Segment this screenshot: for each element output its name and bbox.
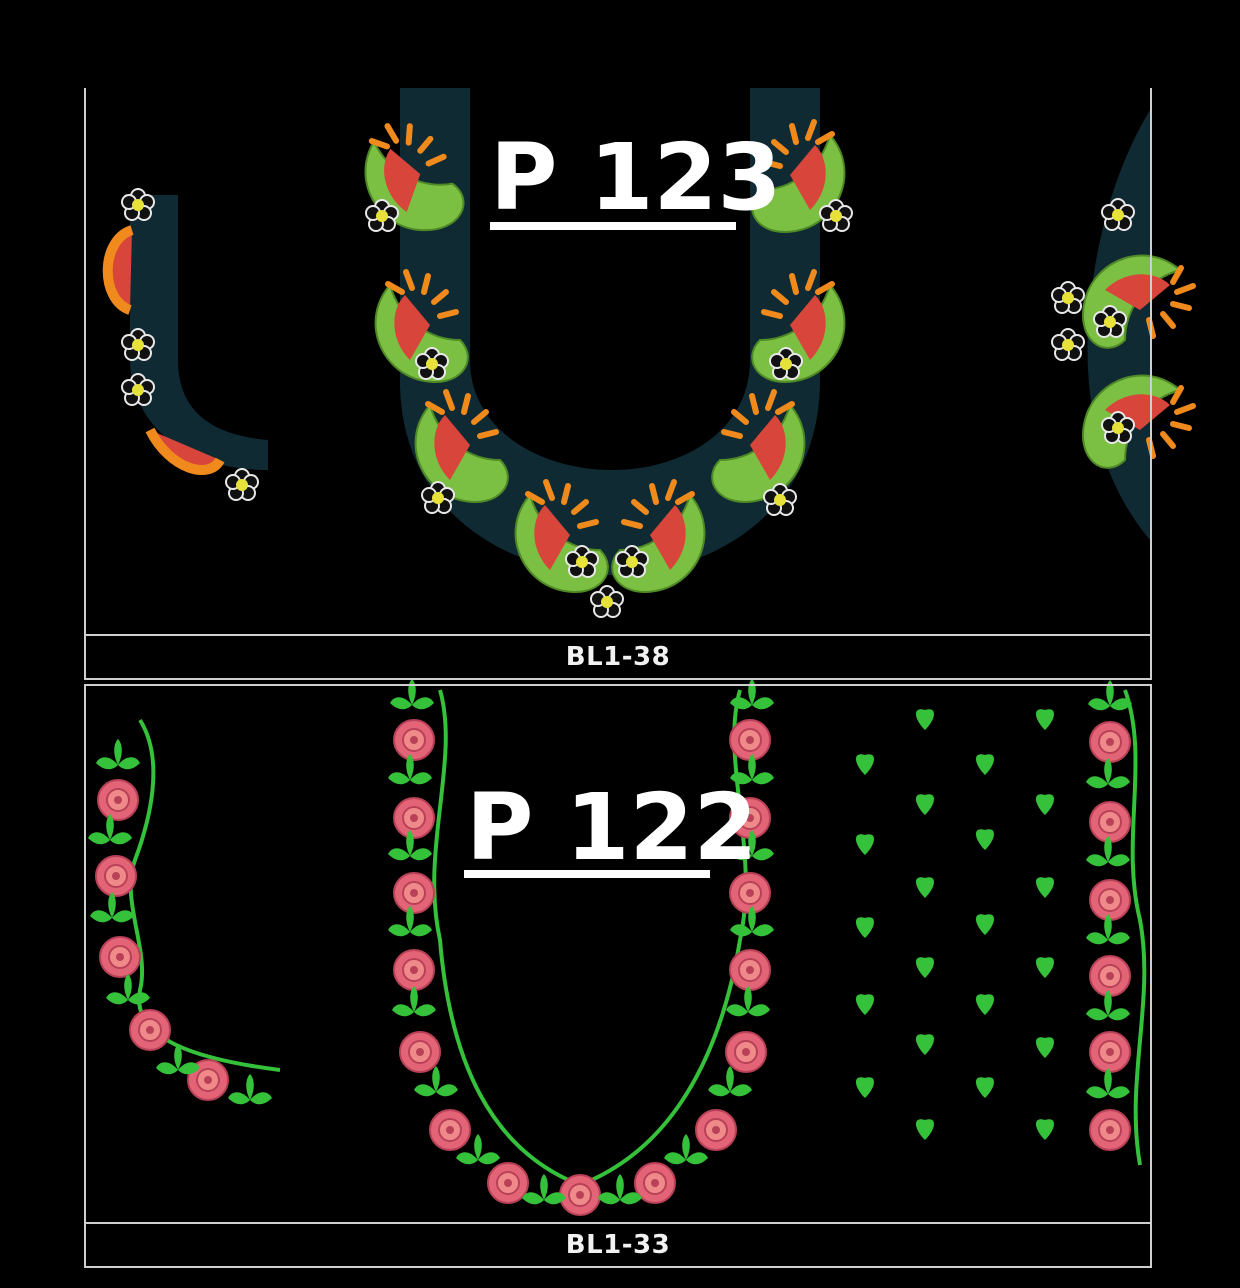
design-title-1-underline <box>490 222 736 230</box>
design-code-2: BL1-33 <box>84 1222 1152 1268</box>
design-title-2: P 122 <box>466 774 758 881</box>
design-panel-2 <box>84 684 1152 1222</box>
design-title-1: P 123 <box>490 124 782 231</box>
design-panel-1 <box>84 88 1152 634</box>
design-title-2-underline <box>464 870 710 878</box>
design-code-1: BL1-38 <box>84 634 1152 680</box>
